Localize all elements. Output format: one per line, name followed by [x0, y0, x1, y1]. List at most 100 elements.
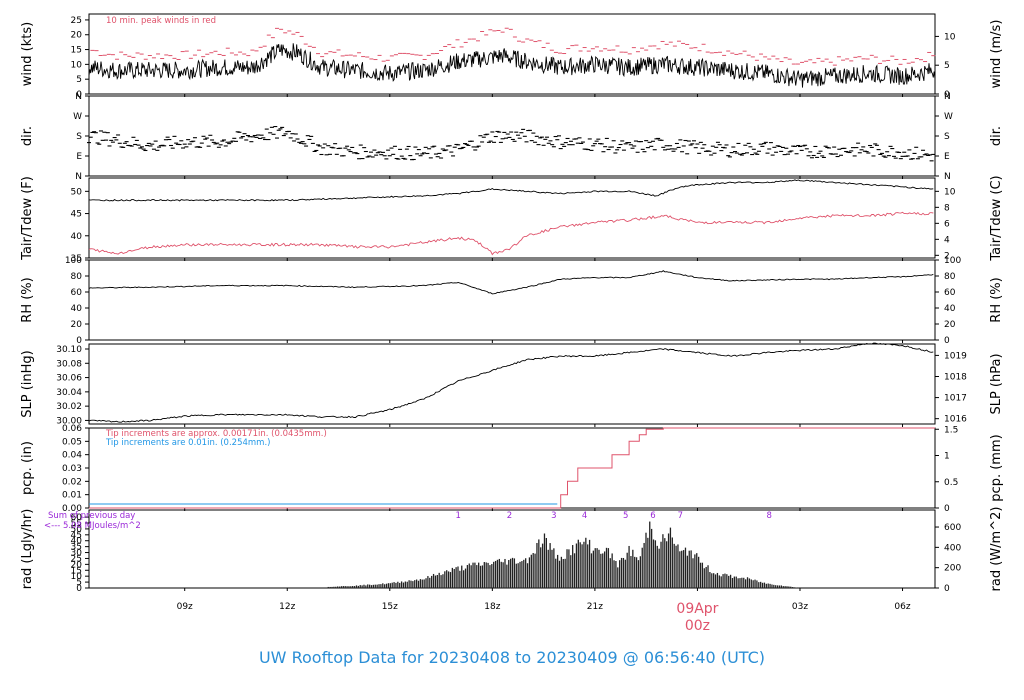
rad-hour-marker: 5	[623, 511, 628, 521]
y-tick-label-left-slp: 30.10	[56, 345, 82, 355]
y-tick-label-left-rh: 100	[65, 256, 82, 266]
rad-hour-marker: 1	[455, 511, 460, 521]
y-tick-label-left-pcp: 0.06	[62, 424, 82, 434]
y-tick-label-left-temp: 35	[71, 254, 82, 264]
y-tick-label-left-wind: 5	[76, 75, 82, 85]
panel-frame-temp	[88, 177, 936, 259]
x-date-label: 09Apr	[676, 601, 718, 617]
y-tick-label-left-pcp: 0.02	[62, 477, 82, 487]
y-tick-label-left-temp: 40	[71, 232, 83, 242]
y-tick-label-left-rad: 0	[76, 584, 82, 594]
series-line-rh	[88, 270, 934, 295]
panel-frame-wind	[88, 13, 936, 95]
y-tick-label-left-slp: 30.06	[56, 374, 82, 384]
rad-hour-marker: 2	[507, 511, 512, 521]
y-tick-label-left-rh: 20	[71, 320, 83, 330]
y-tick-label-right-wind: 10	[944, 32, 956, 42]
y-tick-label-left-rad: 60	[71, 513, 83, 523]
y-tick-label-right-slp: 1016	[944, 415, 967, 425]
rad-hour-marker: 4	[582, 511, 587, 521]
y-axis-title-left-pcp: pcp. (in)	[20, 441, 35, 495]
y-tick-label-left-rad: 50	[71, 525, 83, 535]
rad-note-value: <--- 5.08 MJoules/m^2	[44, 521, 141, 531]
y-tick-label-left-rad: 35	[71, 543, 82, 553]
y-tick-label-left-pcp: 0.00	[62, 504, 82, 514]
y-tick-label-left-dir: E	[76, 152, 82, 162]
y-tick-label-right-temp: 10	[944, 187, 956, 197]
y-axis-title-left-rad: rad (Lgly/hr)	[20, 509, 35, 590]
pcp-note-tips: Tip increments are 0.01in. (0.254mm.)	[105, 438, 270, 448]
y-tick-label-right-slp: 1017	[944, 394, 967, 404]
y-tick-label-right-dir: S	[944, 132, 950, 142]
y-tick-label-left-slp: 30.08	[56, 359, 82, 369]
y-tick-label-left-rad: 55	[71, 519, 82, 529]
y-tick-label-left-rad: 40	[71, 537, 83, 547]
y-tick-label-left-rh: 60	[71, 288, 83, 298]
y-tick-label-left-rh: 80	[71, 272, 83, 282]
y-tick-label-right-rh: 100	[944, 256, 961, 266]
y-tick-label-left-rad: 15	[71, 566, 82, 576]
y-tick-label-right-dir: N	[944, 172, 951, 182]
series-line-tdew	[88, 211, 934, 256]
y-tick-label-left-dir: N	[75, 92, 82, 102]
x-tick-label: 06z	[894, 602, 910, 612]
y-tick-label-right-rh: 80	[944, 272, 956, 282]
y-tick-label-right-wind: 5	[944, 61, 950, 71]
x-tick-label: 21z	[587, 602, 603, 612]
y-axis-title-left-slp: SLP (inHg)	[20, 350, 35, 418]
panel-frame-dir	[88, 95, 936, 177]
y-tick-label-left-temp: 50	[71, 187, 83, 197]
y-tick-label-right-dir: N	[944, 92, 951, 102]
pcp-note-approx: Tip increments are approx. 0.00171in. (0…	[105, 429, 327, 439]
y-tick-label-right-slp: 1018	[944, 372, 967, 382]
x-tick-label: 09z	[177, 602, 193, 612]
y-tick-label-right-slp: 1019	[944, 351, 967, 361]
x-tick-label: 12z	[279, 602, 295, 612]
y-tick-label-right-pcp: 0.5	[944, 478, 958, 488]
y-axis-title-right-temp: Tair/Tdew (C)	[989, 175, 1004, 261]
y-tick-label-left-rad: 20	[71, 560, 83, 570]
y-tick-label-right-dir: E	[944, 152, 950, 162]
y-tick-label-left-wind: 25	[71, 16, 82, 26]
y-tick-label-left-wind: 10	[71, 60, 83, 70]
y-tick-label-right-pcp: 0	[944, 504, 950, 514]
y-axis-title-right-pcp: pcp. (mm)	[989, 434, 1004, 501]
rad-hour-marker: 6	[650, 511, 655, 521]
y-axis-title-right-rad: rad (W/m^2)	[989, 507, 1004, 592]
panel-frame-slp	[88, 343, 936, 425]
y-tick-label-left-rad: 5	[76, 578, 82, 588]
y-tick-label-left-rad: 25	[71, 554, 82, 564]
y-tick-label-left-rh: 40	[71, 304, 83, 314]
y-tick-label-right-rh: 40	[944, 304, 956, 314]
y-tick-label-right-wind: 0	[944, 90, 950, 100]
y-tick-label-left-wind: 20	[71, 31, 83, 41]
y-axis-title-right-rh: RH (%)	[989, 277, 1004, 322]
y-tick-label-left-dir: S	[76, 132, 82, 142]
wind-annotation: 10 min. peak winds in red	[106, 16, 216, 26]
y-tick-label-right-rad: 200	[944, 564, 961, 574]
panel-frame-rh	[88, 259, 936, 341]
series-line-slp	[88, 342, 934, 423]
rad-note-sum: Sum of previous day	[48, 511, 135, 521]
series-line-pcp-approx	[89, 427, 935, 509]
y-axis-title-right-dir: dir.	[989, 126, 1004, 146]
y-tick-label-right-rad: 0	[944, 584, 950, 594]
y-tick-label-left-rh: 0	[76, 336, 82, 346]
y-axis-title-left-rh: RH (%)	[20, 277, 35, 322]
x-date-tick-label: 00z	[685, 618, 710, 634]
y-axis-title-right-wind: wind (m/s)	[989, 20, 1004, 89]
y-tick-label-right-temp: 8	[944, 203, 950, 213]
y-tick-label-right-temp: 6	[944, 219, 950, 229]
y-tick-label-left-temp: 45	[71, 210, 82, 220]
y-tick-label-left-pcp: 0.05	[62, 437, 82, 447]
y-tick-label-left-pcp: 0.03	[62, 464, 82, 474]
y-tick-label-left-wind: 15	[71, 46, 82, 56]
y-tick-label-right-rad: 600	[944, 523, 961, 533]
x-tick-label: 03z	[792, 602, 808, 612]
y-tick-label-left-rad: 30	[71, 549, 83, 559]
rad-hour-marker: 8	[767, 511, 772, 521]
y-axis-title-left-dir: dir.	[20, 126, 35, 146]
y-tick-label-right-pcp: 1	[944, 452, 950, 462]
y-tick-label-right-rh: 60	[944, 288, 956, 298]
